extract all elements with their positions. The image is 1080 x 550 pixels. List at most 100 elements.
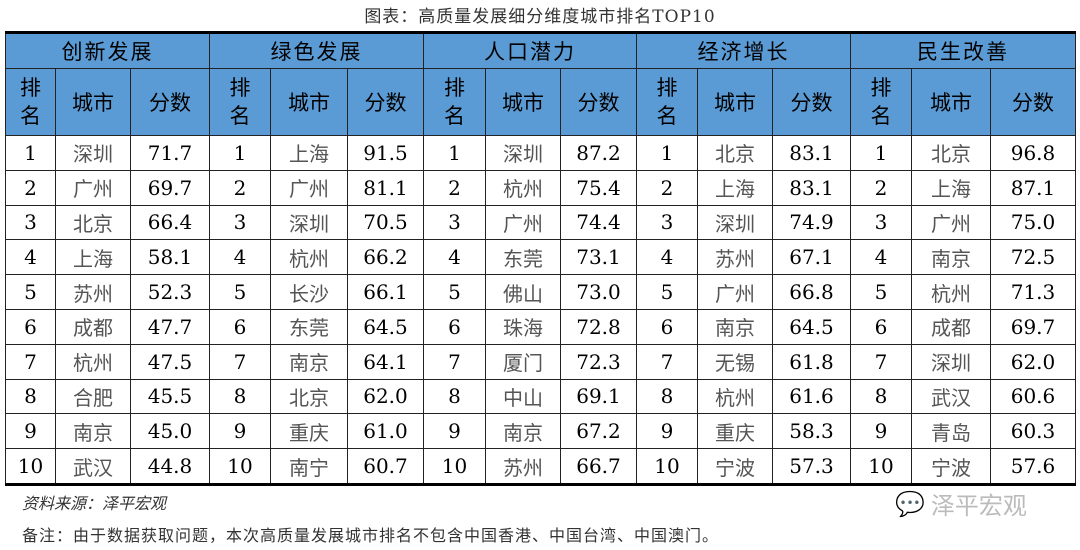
city-cell: 北京: [697, 135, 773, 171]
score-cell: 83.1: [772, 135, 851, 171]
city-cell: 广州: [485, 204, 561, 241]
score-cell: 75.0: [990, 204, 1076, 241]
rank-cell: 8: [636, 378, 698, 415]
rank-cell: 5: [850, 274, 912, 310]
table-row: 1 深圳 71.7 1 上海 91.5 1 深圳 87.2 1 北京 83.1 1 北京 96.8: [5, 135, 1076, 171]
city-cell: 重庆: [270, 413, 348, 450]
city-cell: 广州: [697, 274, 773, 310]
score-cell: 62.0: [347, 378, 424, 415]
city-cell: 杭州: [485, 169, 561, 206]
city-cell: 长沙: [270, 274, 348, 310]
city-cell: 深圳: [55, 135, 131, 171]
rank-cell: 9: [850, 413, 912, 450]
rank-cell: 1: [423, 135, 486, 171]
rank-cell: 7: [209, 343, 271, 380]
score-cell: 69.7: [130, 169, 210, 206]
rank-cell: 2: [5, 169, 56, 206]
score-cell: 47.7: [130, 308, 210, 345]
score-cell: 67.1: [772, 239, 851, 276]
city-cell: 深圳: [697, 204, 773, 241]
city-cell: 苏州: [485, 448, 561, 485]
score-cell: 58.1: [130, 239, 210, 276]
score-cell: 87.1: [990, 169, 1076, 206]
rank-cell: 8: [850, 378, 912, 415]
score-cell: 74.9: [772, 204, 851, 241]
rank-cell: 2: [423, 169, 486, 206]
score-cell: 87.2: [560, 135, 637, 171]
rank-cell: 7: [423, 343, 486, 380]
group-header: 绿色发展: [209, 32, 424, 69]
table-row: 3 北京 66.4 3 深圳 70.5 3 广州 74.4 3 深圳 74.9 3 广州 75.0: [5, 204, 1076, 241]
city-cell: 东莞: [485, 239, 561, 276]
score-cell: 66.8: [772, 274, 851, 310]
score-cell: 74.4: [560, 204, 637, 241]
score-cell: 62.0: [990, 343, 1076, 380]
score-header: 分数: [347, 68, 424, 136]
rank-cell: 3: [423, 204, 486, 241]
city-cell: 武汉: [911, 378, 991, 415]
city-cell: 青岛: [911, 413, 991, 450]
city-cell: 杭州: [911, 274, 991, 310]
rank-cell: 4: [850, 239, 912, 276]
table-row: 4 上海 58.1 4 杭州 66.2 4 东莞 73.1 4 苏州 67.1 4 南京 72.5: [5, 239, 1076, 276]
score-cell: 61.8: [772, 343, 851, 380]
city-cell: 上海: [270, 135, 348, 171]
rank-cell: 9: [636, 413, 698, 450]
score-cell: 66.4: [130, 204, 210, 241]
score-cell: 72.3: [560, 343, 637, 380]
score-cell: 73.0: [560, 274, 637, 310]
rank-cell: 3: [5, 204, 56, 241]
group-header: 创新发展: [5, 32, 210, 69]
rank-cell: 9: [5, 413, 56, 450]
rank-header: 排名: [423, 68, 486, 136]
rank-header: 排名: [636, 68, 698, 136]
score-cell: 57.6: [990, 448, 1076, 485]
score-cell: 66.1: [347, 274, 424, 310]
rank-cell: 4: [209, 239, 271, 276]
rank-cell: 6: [850, 308, 912, 345]
rank-cell: 1: [209, 135, 271, 171]
city-cell: 南京: [911, 239, 991, 276]
table-row: 7 杭州 47.5 7 南京 64.1 7 厦门 72.3 7 无锡 61.8 7 深圳 62.0: [5, 343, 1076, 380]
city-cell: 厦门: [485, 343, 561, 380]
city-cell: 广州: [270, 169, 348, 206]
wechat-icon: 💬: [895, 489, 925, 518]
score-cell: 60.6: [990, 378, 1076, 415]
score-cell: 66.7: [560, 448, 637, 485]
city-cell: 佛山: [485, 274, 561, 310]
city-header: 城市: [270, 68, 348, 136]
rank-cell: 10: [636, 448, 698, 485]
city-cell: 南京: [697, 308, 773, 345]
score-cell: 69.7: [990, 308, 1076, 345]
rank-cell: 8: [5, 378, 56, 415]
rank-cell: 2: [209, 169, 271, 206]
score-cell: 64.5: [772, 308, 851, 345]
table-row: 10 武汉 44.8 10 南宁 60.7 10 苏州 66.7 10 宁波 57.3 10 宁波 57.6: [5, 448, 1076, 485]
rank-cell: 7: [850, 343, 912, 380]
city-cell: 宁波: [697, 448, 773, 485]
score-cell: 69.1: [560, 378, 637, 415]
rank-cell: 7: [5, 343, 56, 380]
score-cell: 72.5: [990, 239, 1076, 276]
city-cell: 上海: [911, 169, 991, 206]
score-cell: 83.1: [772, 169, 851, 206]
table-row: 2 广州 69.7 2 广州 81.1 2 杭州 75.4 2 上海 83.1 2 上海 87.1: [5, 169, 1076, 206]
score-cell: 52.3: [130, 274, 210, 310]
score-cell: 91.5: [347, 135, 424, 171]
score-cell: 58.3: [772, 413, 851, 450]
city-cell: 重庆: [697, 413, 773, 450]
rank-cell: 1: [636, 135, 698, 171]
score-header: 分数: [560, 68, 637, 136]
score-cell: 96.8: [990, 135, 1076, 171]
rank-cell: 10: [850, 448, 912, 485]
city-cell: 深圳: [911, 343, 991, 380]
city-cell: 上海: [55, 239, 131, 276]
score-header: 分数: [130, 68, 210, 136]
score-cell: 71.3: [990, 274, 1076, 310]
score-cell: 71.7: [130, 135, 210, 171]
city-header: 城市: [485, 68, 561, 136]
city-cell: 广州: [911, 204, 991, 241]
rank-cell: 4: [423, 239, 486, 276]
score-header: 分数: [772, 68, 851, 136]
city-cell: 杭州: [55, 343, 131, 380]
